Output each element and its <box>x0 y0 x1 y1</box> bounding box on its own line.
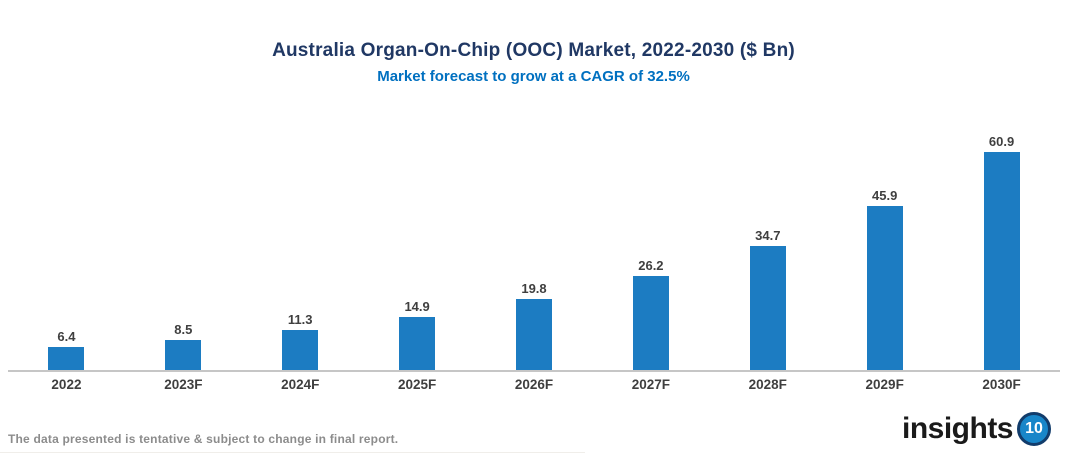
x-axis-tick-label: 2030F <box>982 377 1021 392</box>
bar-value-label: 11.3 <box>287 311 313 327</box>
x-axis-tick-label: 2029F <box>865 377 904 392</box>
logo-badge-icon: 10 <box>1017 412 1051 446</box>
x-axis-tick-label: 2023F <box>164 377 203 392</box>
bar-column: 26.2 <box>592 259 709 370</box>
bar <box>749 245 786 370</box>
bottom-divider <box>0 452 585 453</box>
bar-value-label: 6.4 <box>57 329 76 345</box>
x-axis-tick-label: 2026F <box>514 377 554 392</box>
bar-chart-plot-area: 6.4 8.5 11.3 14.9 19.8 26.2 34.7 45.9 60… <box>8 128 1060 372</box>
bar-value-label: 14.9 <box>404 298 430 314</box>
footer-disclaimer: The data presented is tentative & subjec… <box>8 432 399 446</box>
bar <box>399 316 436 370</box>
bar-value-label: 26.2 <box>638 258 664 274</box>
bar <box>165 339 202 370</box>
bar <box>516 299 552 370</box>
bar-column: 34.7 <box>709 229 826 370</box>
bar-column: 60.9 <box>943 135 1060 370</box>
bar-column: 19.8 <box>476 282 593 370</box>
bar <box>983 151 1020 370</box>
x-axis-tick-label: 2025F <box>397 377 437 392</box>
x-axis-tick-label: 2027F <box>631 377 671 392</box>
bar-column: 6.4 <box>8 330 125 370</box>
x-axis-labels: 2022 2023F 2024F 2025F 2026F 2027F 2028F 2029F 2… <box>8 377 1060 392</box>
bar-column: 8.5 <box>125 323 242 370</box>
insights10-logo: insights 10 <box>902 412 1051 446</box>
chart-title: Australia Organ-On-Chip (OOC) Market, 20… <box>272 40 795 61</box>
x-axis-tick-label: 2028F <box>748 377 787 392</box>
x-axis-tick-label: 2024F <box>281 377 320 392</box>
bar-value-label: 45.9 <box>872 187 898 203</box>
bar <box>282 329 319 370</box>
logo-text: insights <box>901 412 1014 445</box>
bar-column: 11.3 <box>242 313 359 370</box>
chart-subtitle: Market forecast to grow at a CAGR of 32.… <box>377 68 690 85</box>
bar <box>632 276 669 370</box>
bar <box>866 205 903 370</box>
x-axis-tick-label: 2022 <box>51 377 82 392</box>
bar <box>48 347 85 370</box>
bar-value-label: 8.5 <box>174 321 193 337</box>
bar-column: 45.9 <box>826 189 943 370</box>
bar-column: 14.9 <box>359 300 476 370</box>
bar-value-label: 34.7 <box>755 227 781 243</box>
bar-value-label: 19.8 <box>521 281 547 297</box>
bar-value-label: 60.9 <box>988 133 1015 149</box>
